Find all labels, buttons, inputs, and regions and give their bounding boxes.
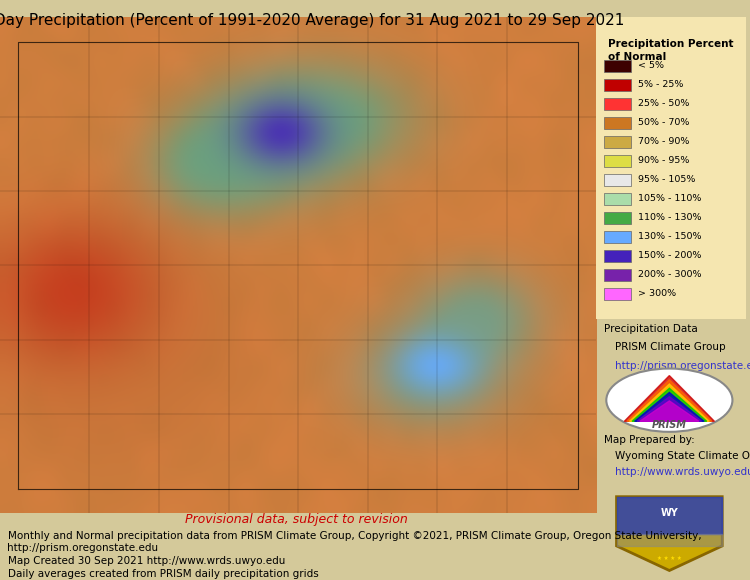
- Text: > 300%: > 300%: [638, 289, 676, 298]
- Text: http://prism.oregonstate.edu: http://prism.oregonstate.edu: [8, 543, 159, 553]
- Bar: [604, 212, 631, 224]
- Polygon shape: [624, 376, 715, 421]
- Text: Map Prepared by:: Map Prepared by:: [604, 435, 694, 445]
- Text: Precipitation Percent
of Normal: Precipitation Percent of Normal: [608, 38, 734, 61]
- Polygon shape: [616, 534, 722, 546]
- Bar: [604, 79, 631, 91]
- Text: Daily averages created from PRISM daily precipitation grids: Daily averages created from PRISM daily …: [8, 569, 318, 579]
- Text: 110% - 130%: 110% - 130%: [638, 213, 702, 222]
- Text: 150% - 200%: 150% - 200%: [638, 251, 702, 260]
- Text: 90% - 95%: 90% - 95%: [638, 156, 690, 165]
- Text: 5% - 25%: 5% - 25%: [638, 80, 684, 89]
- Bar: [604, 136, 631, 148]
- Polygon shape: [616, 496, 722, 534]
- Polygon shape: [634, 393, 704, 421]
- Polygon shape: [616, 496, 722, 571]
- Text: Monthly and Normal precipitation data from PRISM Climate Group, Copyright ©2021,: Monthly and Normal precipitation data fr…: [8, 531, 701, 541]
- Polygon shape: [632, 388, 706, 421]
- Polygon shape: [638, 397, 701, 421]
- Text: Map Created 30 Sep 2021 http://www.wrds.uwyo.edu: Map Created 30 Sep 2021 http://www.wrds.…: [8, 556, 285, 566]
- Text: 95% - 105%: 95% - 105%: [638, 175, 696, 184]
- Polygon shape: [629, 384, 710, 421]
- Ellipse shape: [606, 368, 733, 432]
- Bar: [604, 288, 631, 300]
- Text: http://www.wrds.uwyo.edu: http://www.wrds.uwyo.edu: [615, 467, 750, 477]
- Text: PRISM: PRISM: [652, 420, 687, 430]
- Polygon shape: [640, 401, 699, 421]
- Text: 25% - 50%: 25% - 50%: [638, 99, 690, 108]
- Bar: [604, 231, 631, 243]
- FancyBboxPatch shape: [593, 12, 749, 325]
- Text: 105% - 110%: 105% - 110%: [638, 194, 702, 203]
- Bar: [604, 193, 631, 205]
- Text: WY: WY: [661, 508, 678, 518]
- Text: Wyoming State Climate Office: Wyoming State Climate Office: [615, 451, 750, 461]
- Text: Provisional data, subject to revision: Provisional data, subject to revision: [184, 513, 408, 526]
- Text: 50% - 70%: 50% - 70%: [638, 118, 690, 127]
- Bar: [604, 60, 631, 72]
- Text: http://prism.oregonstate.edu: http://prism.oregonstate.edu: [615, 361, 750, 371]
- Bar: [604, 155, 631, 167]
- Text: Precipitation Data: Precipitation Data: [604, 324, 698, 334]
- Text: 130% - 150%: 130% - 150%: [638, 232, 702, 241]
- Polygon shape: [627, 380, 712, 421]
- Text: 70% - 90%: 70% - 90%: [638, 137, 690, 146]
- Text: PRISM Climate Group: PRISM Climate Group: [615, 342, 725, 353]
- Bar: [604, 98, 631, 110]
- Text: ★ ★ ★ ★: ★ ★ ★ ★: [657, 556, 682, 561]
- Text: 30-Day Precipitation (Percent of 1991-2020 Average) for 31 Aug 2021 to 29 Sep 20: 30-Day Precipitation (Percent of 1991-20…: [0, 13, 624, 28]
- Text: < 5%: < 5%: [638, 61, 664, 70]
- Bar: [604, 174, 631, 186]
- Text: 200% - 300%: 200% - 300%: [638, 270, 702, 279]
- Bar: [604, 250, 631, 262]
- Bar: [604, 117, 631, 129]
- Bar: [604, 269, 631, 281]
